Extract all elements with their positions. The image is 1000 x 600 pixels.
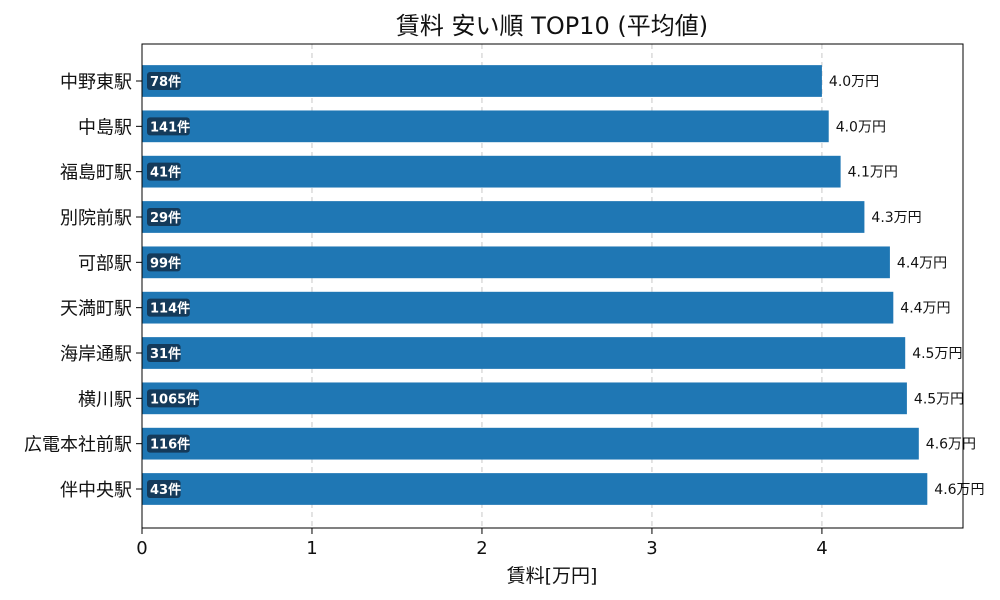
bar: [142, 201, 865, 233]
value-label: 4.5万円: [914, 391, 964, 407]
bar: [142, 110, 829, 143]
value-label: 4.4万円: [897, 255, 947, 271]
count-badge: [147, 208, 181, 226]
bars: 78件 4.0万円 141件 4.0万円 41件 4.1万円 29件 4.3万円 99件 4.4万…: [142, 65, 985, 505]
value-label: 4.6万円: [934, 482, 984, 498]
bar: [142, 427, 919, 460]
value-label: 4.0万円: [829, 74, 879, 90]
y-tick-label: 福島町駅: [60, 163, 132, 184]
y-tick-label: 中島駅: [78, 117, 132, 138]
count-label: 41件: [150, 165, 181, 181]
y-tick-label: 横川駅: [78, 389, 132, 410]
count-badge: [147, 72, 181, 90]
count-label: 116件: [150, 437, 190, 453]
bar: [142, 155, 841, 188]
count-badge: [147, 253, 181, 272]
bar: [142, 65, 822, 97]
count-label: 141件: [150, 119, 190, 135]
bar: [142, 337, 906, 369]
x-tick-label: 4: [816, 538, 827, 559]
x-axis-label: 賃料[万円]: [507, 565, 598, 587]
y-tick-label: 広電本社前駅: [24, 435, 132, 456]
x-tick-label: 1: [306, 538, 317, 559]
count-badge: [147, 389, 199, 408]
value-label: 4.1万円: [848, 165, 898, 181]
count-badge: [147, 434, 190, 453]
bar: [142, 473, 928, 505]
count-badge: [147, 298, 190, 317]
bar: [142, 246, 890, 279]
y-tick-label: 可部駅: [78, 253, 132, 274]
value-label: 4.3万円: [871, 210, 921, 226]
count-label: 99件: [150, 255, 181, 271]
bar: [142, 291, 894, 324]
value-label: 4.0万円: [836, 119, 886, 135]
count-badge: [147, 480, 181, 498]
count-label: 78件: [150, 74, 181, 90]
x-tick-label: 2: [476, 538, 487, 559]
plot-frame: [141, 43, 964, 529]
x-axis: 0 1 2 3 4: [136, 528, 828, 559]
count-badge: [147, 117, 190, 136]
x-tick-label: 0: [136, 538, 147, 559]
count-label: 43件: [150, 482, 181, 498]
chart-title: 賃料 安い順 TOP10 (平均値): [396, 12, 708, 40]
value-label: 4.4万円: [900, 301, 950, 317]
count-label: 29件: [150, 210, 181, 226]
y-tick-label: 天満町駅: [60, 299, 132, 320]
count-badge: [147, 344, 181, 362]
bar: [142, 382, 907, 415]
value-label: 4.5万円: [912, 346, 962, 362]
count-badge: [147, 162, 181, 181]
y-tick-label: 別院前駅: [60, 208, 132, 229]
count-label: 1065件: [150, 391, 199, 407]
value-label: 4.6万円: [926, 437, 976, 453]
y-tick-label: 伴中央駅: [60, 480, 132, 501]
y-tick-label: 海岸通駅: [60, 344, 132, 365]
count-label: 114件: [150, 301, 190, 317]
y-tick-label: 中野東駅: [60, 72, 132, 93]
count-label: 31件: [150, 346, 181, 362]
x-tick-label: 3: [646, 538, 657, 559]
